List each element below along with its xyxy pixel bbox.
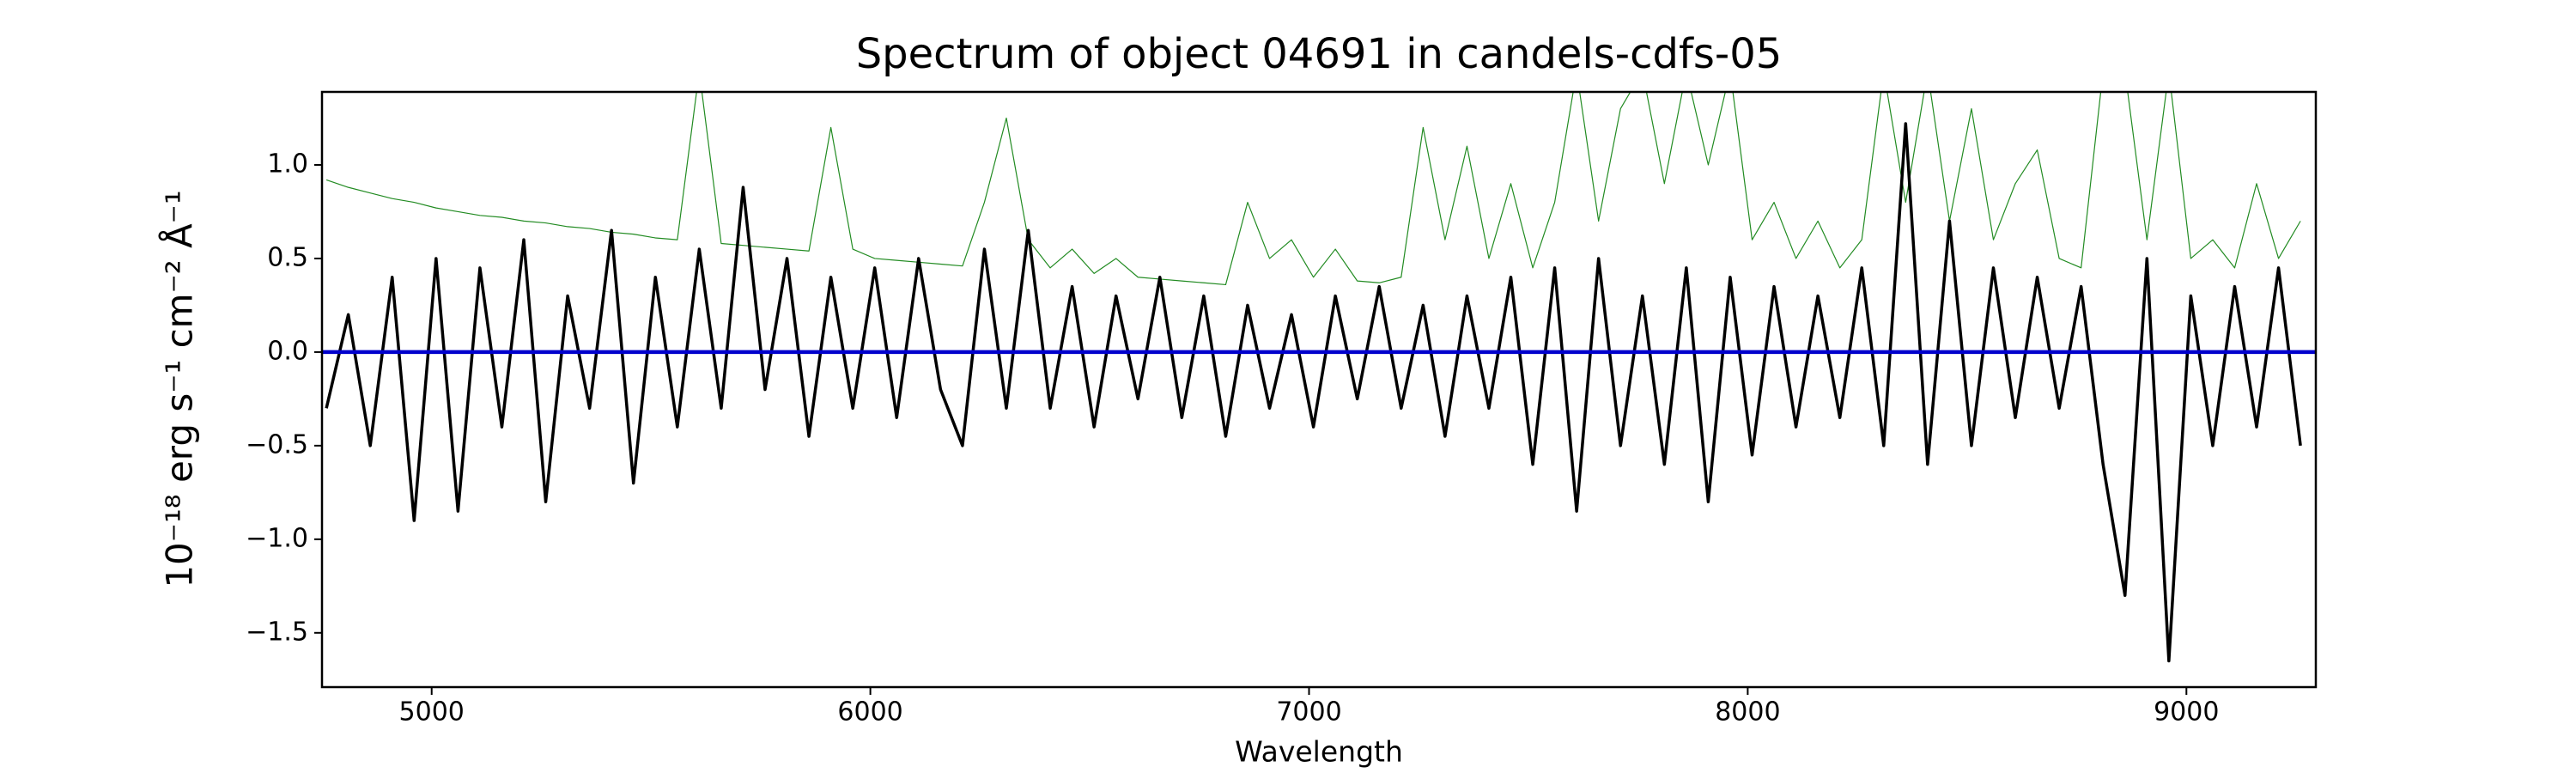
y-tick-label: 0.0 bbox=[267, 336, 308, 366]
x-tick-label: 5000 bbox=[399, 697, 465, 727]
y-tick-label: 1.0 bbox=[267, 149, 308, 179]
y-tick-label: −0.5 bbox=[246, 429, 308, 460]
chart-title: Spectrum of object 04691 in candels-cdfs… bbox=[856, 30, 1783, 78]
y-tick-label: −1.0 bbox=[246, 523, 308, 553]
axes-frame bbox=[320, 90, 2318, 689]
x-tick-label: 8000 bbox=[1715, 697, 1780, 727]
plot-area bbox=[322, 92, 2316, 663]
spectrum-line bbox=[325, 122, 2302, 663]
x-tick-label: 7000 bbox=[1276, 697, 1341, 727]
x-tick-label: 9000 bbox=[2154, 697, 2219, 727]
x-axis-label: Wavelength bbox=[1235, 735, 1403, 769]
x-tick-label: 6000 bbox=[837, 697, 902, 727]
spectrum-line bbox=[325, 92, 2301, 286]
y-tick-label: −1.5 bbox=[246, 617, 308, 647]
y-tick-label: 0.5 bbox=[267, 242, 308, 272]
y-axis-label: 10⁻¹⁸ erg s⁻¹ cm⁻² Å⁻¹ bbox=[158, 190, 201, 587]
